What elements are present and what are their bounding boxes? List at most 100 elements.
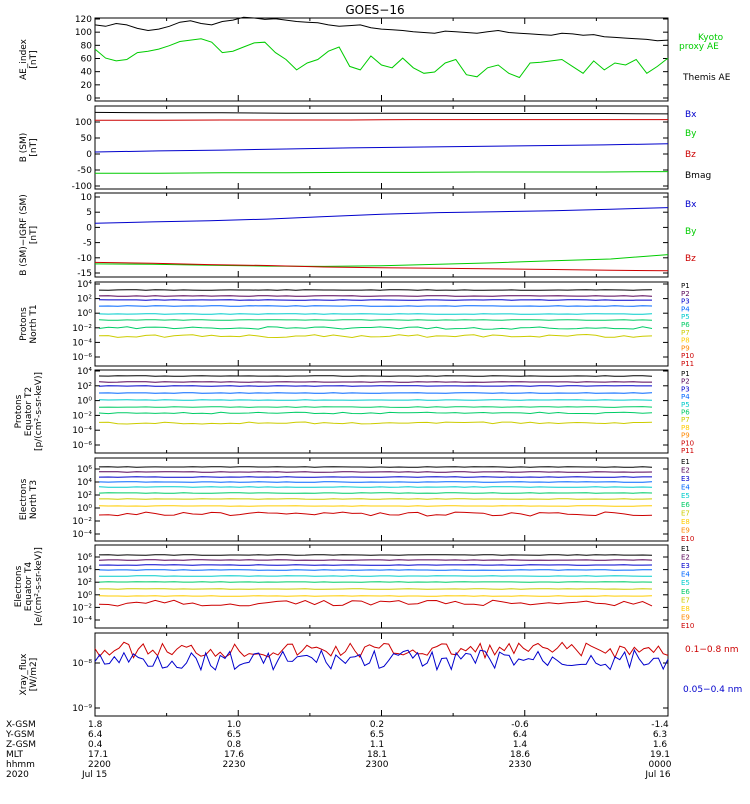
y-tick-label: 120 [75, 15, 92, 25]
legend-channel: E3 [681, 475, 690, 483]
legend-channel: P7 [681, 329, 690, 337]
ephemeris-value: 6.5 [370, 730, 384, 740]
ephemeris-value: 1.6 [653, 740, 668, 750]
channel-line [98, 486, 653, 488]
y-tick-label: 10² [77, 382, 92, 392]
y-tick-label: 0 [86, 150, 92, 160]
ephemeris-value: 1.4 [513, 740, 528, 750]
axis-label: Electrons [14, 565, 24, 607]
legend-channel: E6 [681, 501, 690, 509]
channel-line [98, 554, 653, 556]
axis-label: B (SM) [19, 133, 29, 163]
channel-line [98, 333, 653, 339]
ae-index-ylabel: AE_index [nT] [19, 38, 39, 80]
ephemeris-value: 2200 [88, 760, 111, 770]
channel-line [98, 392, 653, 394]
legend-kyoto: Kyoto [698, 33, 724, 43]
y-tick-label: 10⁻⁴ [72, 338, 92, 348]
axis-label: [nT] [29, 226, 39, 244]
axis-label: North T3 [29, 480, 39, 519]
legend-channel: E2 [681, 467, 690, 475]
axis-label: [nT] [29, 138, 39, 156]
axis-label: Protons [19, 307, 29, 341]
y-tick-label: 10⁻² [72, 603, 92, 613]
ephemeris-value: 2300 [366, 760, 389, 770]
y-tick-label: 10⁰ [77, 591, 92, 601]
legend-channel: E4 [681, 484, 690, 492]
y-tick-label: 10⁻⁴ [72, 530, 92, 540]
ephemeris-value: 1.0 [227, 720, 242, 730]
channel-line [98, 421, 653, 425]
channel-line [98, 505, 653, 507]
protons-north-panel-ylabel: Protons North T1 [19, 304, 39, 343]
legend-channel: P5 [681, 401, 690, 409]
axis-label: [p/(cm²-s-sr-keV)] [34, 372, 44, 451]
legend-channel: P3 [681, 298, 690, 306]
electrons-equator-panel-ylabel: Electrons Equator T4 [e/(cm²-s-sr-keV)] [14, 547, 44, 626]
legend-channel: P11 [681, 360, 694, 368]
y-tick-label: 10⁻² [72, 324, 92, 334]
y-tick-label: -10 [77, 254, 92, 264]
channel-line [98, 406, 653, 408]
channel-line [98, 575, 653, 577]
legend-channel: P1 [681, 370, 690, 378]
legend-b-sm: By [685, 129, 697, 139]
y-tick-label: 10⁻² [72, 517, 92, 527]
y-tick-label: 10² [77, 295, 92, 305]
legend-b-sm: Bz [685, 150, 696, 160]
channel-line [98, 595, 653, 597]
y-tick-label: 10⁻⁴ [72, 426, 92, 436]
y-tick-label: 10⁻⁶ [72, 353, 92, 363]
axis-label: AE_index [19, 38, 29, 80]
electrons-equator-panel [94, 544, 669, 629]
legend-channel: P8 [681, 337, 690, 345]
ephemeris-value: -1.4 [651, 720, 669, 730]
ephemeris-value: 0.2 [370, 720, 384, 730]
ephemeris-value: 0.8 [227, 740, 242, 750]
legend-channel: E10 [681, 535, 694, 543]
legend-channel: E1 [681, 458, 690, 466]
y-tick-label: 10⁻⁹ [72, 704, 92, 714]
legend-b-igrf: Bx [685, 200, 697, 210]
y-tick-label: 10⁰ [77, 397, 92, 407]
ae-index-panel [94, 17, 669, 102]
y-tick-label: -5 [83, 239, 92, 249]
ephemeris-value: 17.6 [224, 750, 244, 760]
legend-channel: E5 [681, 579, 690, 587]
ephemeris-value: 0.4 [88, 740, 103, 750]
ephemeris-value: 1.8 [88, 720, 103, 730]
axis-label: [nT] [29, 50, 39, 68]
y-tick-label: 10⁴ [77, 478, 92, 488]
channel-line [98, 599, 653, 607]
y-tick-label: 20 [81, 81, 93, 91]
legend-channel: P5 [681, 313, 690, 321]
channel-line [99, 588, 653, 590]
legend-channel: E1 [681, 545, 690, 553]
axis-label: Equator T2 [24, 387, 34, 436]
ae-series-line [94, 38, 669, 79]
legend-b-igrf: Bz [685, 254, 696, 264]
y-tick-label: 100 [75, 118, 92, 128]
channel-line [98, 481, 653, 483]
ephemeris-value: 18.1 [367, 750, 387, 760]
ephemeris-value: 19.1 [650, 750, 670, 760]
legend-channel: E2 [681, 554, 690, 562]
y-tick-label: 10⁴ [77, 367, 92, 377]
legend-channel: P2 [681, 378, 690, 386]
channel-line [98, 289, 653, 291]
channel-line [98, 375, 653, 377]
legend-channel: E3 [681, 562, 690, 570]
ephemeris-label: Z-GSM [6, 740, 36, 750]
axis-label: Protons [14, 394, 24, 428]
ephemeris-value: 17.1 [88, 750, 108, 760]
y-tick-label: 10⁻² [72, 411, 92, 421]
legend-channel: P4 [681, 393, 690, 401]
xray-line [94, 648, 669, 672]
ephemeris-value: 6.4 [513, 730, 528, 740]
legend-channel: E8 [681, 605, 690, 613]
y-tick-label: 100 [75, 28, 92, 38]
legend-b-sm: Bmag [685, 171, 711, 181]
legend-channel: E10 [681, 622, 694, 630]
electrons-north-panel-ylabel: Electrons North T3 [19, 478, 39, 520]
channel-line [98, 381, 652, 383]
